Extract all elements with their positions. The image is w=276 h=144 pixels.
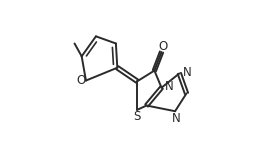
Text: S: S xyxy=(133,110,140,123)
Text: N: N xyxy=(165,80,173,93)
Text: N: N xyxy=(182,66,191,79)
Text: N: N xyxy=(172,112,181,125)
Text: O: O xyxy=(77,74,86,87)
Text: O: O xyxy=(158,40,168,53)
